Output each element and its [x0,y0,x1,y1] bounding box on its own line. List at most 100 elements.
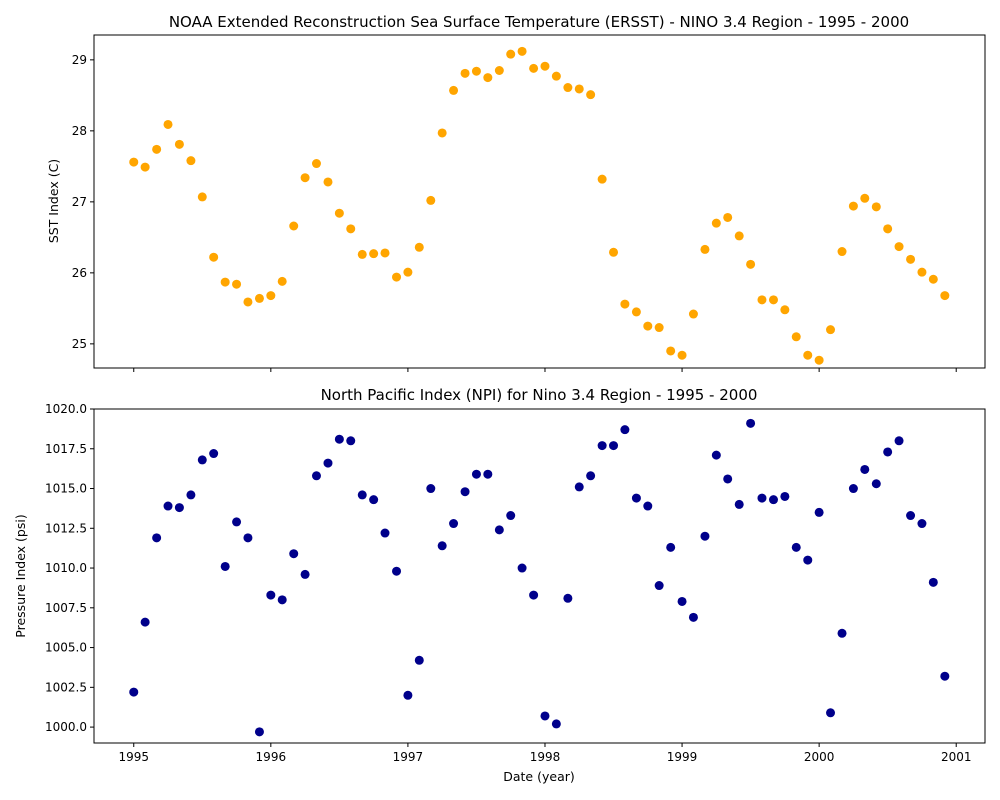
npi-data-point [757,493,767,503]
npi-data-point [654,581,664,591]
npi-data-point [197,455,207,465]
npi-x-tick-label: 1998 [530,750,561,764]
sst-data-point [894,242,904,252]
sst-data-point [346,224,356,234]
sst-data-point [643,321,653,331]
npi-data-point [780,491,790,501]
sst-data-point [563,83,573,93]
sst-data-point [906,254,916,264]
npi-x-tick-label: 1995 [118,750,149,764]
sst-data-point [666,346,676,356]
sst-data-point [506,49,516,59]
npi-data-point [586,471,596,481]
sst-data-point [471,66,481,76]
npi-data-point [186,490,196,500]
sst-data-point [746,259,756,269]
sst-data-point [940,291,950,301]
npi-y-tick-label: 1012.5 [45,521,87,535]
sst-data-point [848,201,858,211]
npi-data-point [460,487,470,497]
sst-data-point [586,90,596,100]
npi-data-point [140,617,150,627]
npi-data-point [266,590,276,600]
sst-data-point [871,202,881,212]
npi-data-point [529,590,539,600]
npi-data-point [369,495,379,505]
npi-data-point [311,471,321,481]
npi-data-point [494,525,504,535]
sst-data-point [803,350,813,360]
npi-data-point [871,479,881,489]
npi-data-point [346,436,356,446]
sst-data-point [414,242,424,252]
npi-data-point [734,499,744,509]
sst-y-tick-label: 25 [72,337,87,351]
npi-data-point [917,519,927,529]
npi-data-point [357,490,367,500]
npi-y-tick-label: 1010.0 [45,561,87,575]
sst-data-point [369,249,379,259]
npi-data-point [403,690,413,700]
npi-y-tick-label: 1015.0 [45,482,87,496]
sst-data-point [574,84,584,94]
sst-data-point [311,159,321,169]
npi-y-tick-label: 1007.5 [45,601,87,615]
sst-data-point [392,272,402,282]
sst-data-point [289,221,299,231]
sst-data-point [220,277,230,287]
sst-data-point [734,231,744,241]
npi-data-point [300,569,310,579]
npi-data-point [643,501,653,511]
sst-data-point [609,247,619,257]
sst-data-point [688,309,698,319]
npi-x-tick-label: 1996 [256,750,287,764]
sst-data-point [186,156,196,166]
sst-data-point [449,85,459,95]
npi-data-point [791,542,801,552]
sst-data-point [620,299,630,309]
npi-data-point [826,708,836,718]
sst-data-point [928,274,938,284]
sst-data-point [380,248,390,258]
sst-data-point [129,157,139,167]
sst-data-point [768,295,778,305]
sst-data-point [677,350,687,360]
sst-data-point [791,332,801,342]
npi-x-tick-label: 2001 [941,750,972,764]
npi-data-point [894,436,904,446]
npi-x-tick-label: 1997 [393,750,424,764]
npi-data-point [677,596,687,606]
sst-data-point [152,144,162,154]
sst-data-point [860,193,870,203]
sst-ticks: 25 26 27 28 29 [72,53,957,372]
sst-data-point [163,119,173,129]
npi-data-point [437,541,447,551]
sst-data-point [711,218,721,228]
sst-y-tick-label: 29 [72,53,87,67]
npi-chart-title: North Pacific Index (NPI) for Nino 3.4 R… [321,386,758,404]
npi-data-point [506,511,516,521]
npi-data-point [174,503,184,513]
sst-data-point [540,61,550,71]
npi-data-point [449,519,459,529]
sst-data-point [437,128,447,138]
npi-data-point [631,493,641,503]
npi-data-point [392,566,402,576]
sst-data-point [826,325,836,335]
npi-y-tick-label: 1020.0 [45,402,87,416]
npi-points [129,418,950,737]
npi-data-point [848,484,858,494]
sst-y-tick-label: 28 [72,124,87,138]
npi-data-point [517,563,527,573]
npi-chart: North Pacific Index (NPI) for Nino 3.4 R… [13,386,986,784]
npi-data-point [471,469,481,479]
npi-x-tick-label: 2000 [804,750,835,764]
npi-y-tick-label: 1000.0 [45,720,87,734]
npi-data-point [483,469,493,479]
sst-y-tick-label: 27 [72,195,87,209]
npi-data-point [928,577,938,587]
npi-data-point [380,528,390,538]
npi-data-point [711,450,721,460]
npi-data-point [940,671,950,681]
